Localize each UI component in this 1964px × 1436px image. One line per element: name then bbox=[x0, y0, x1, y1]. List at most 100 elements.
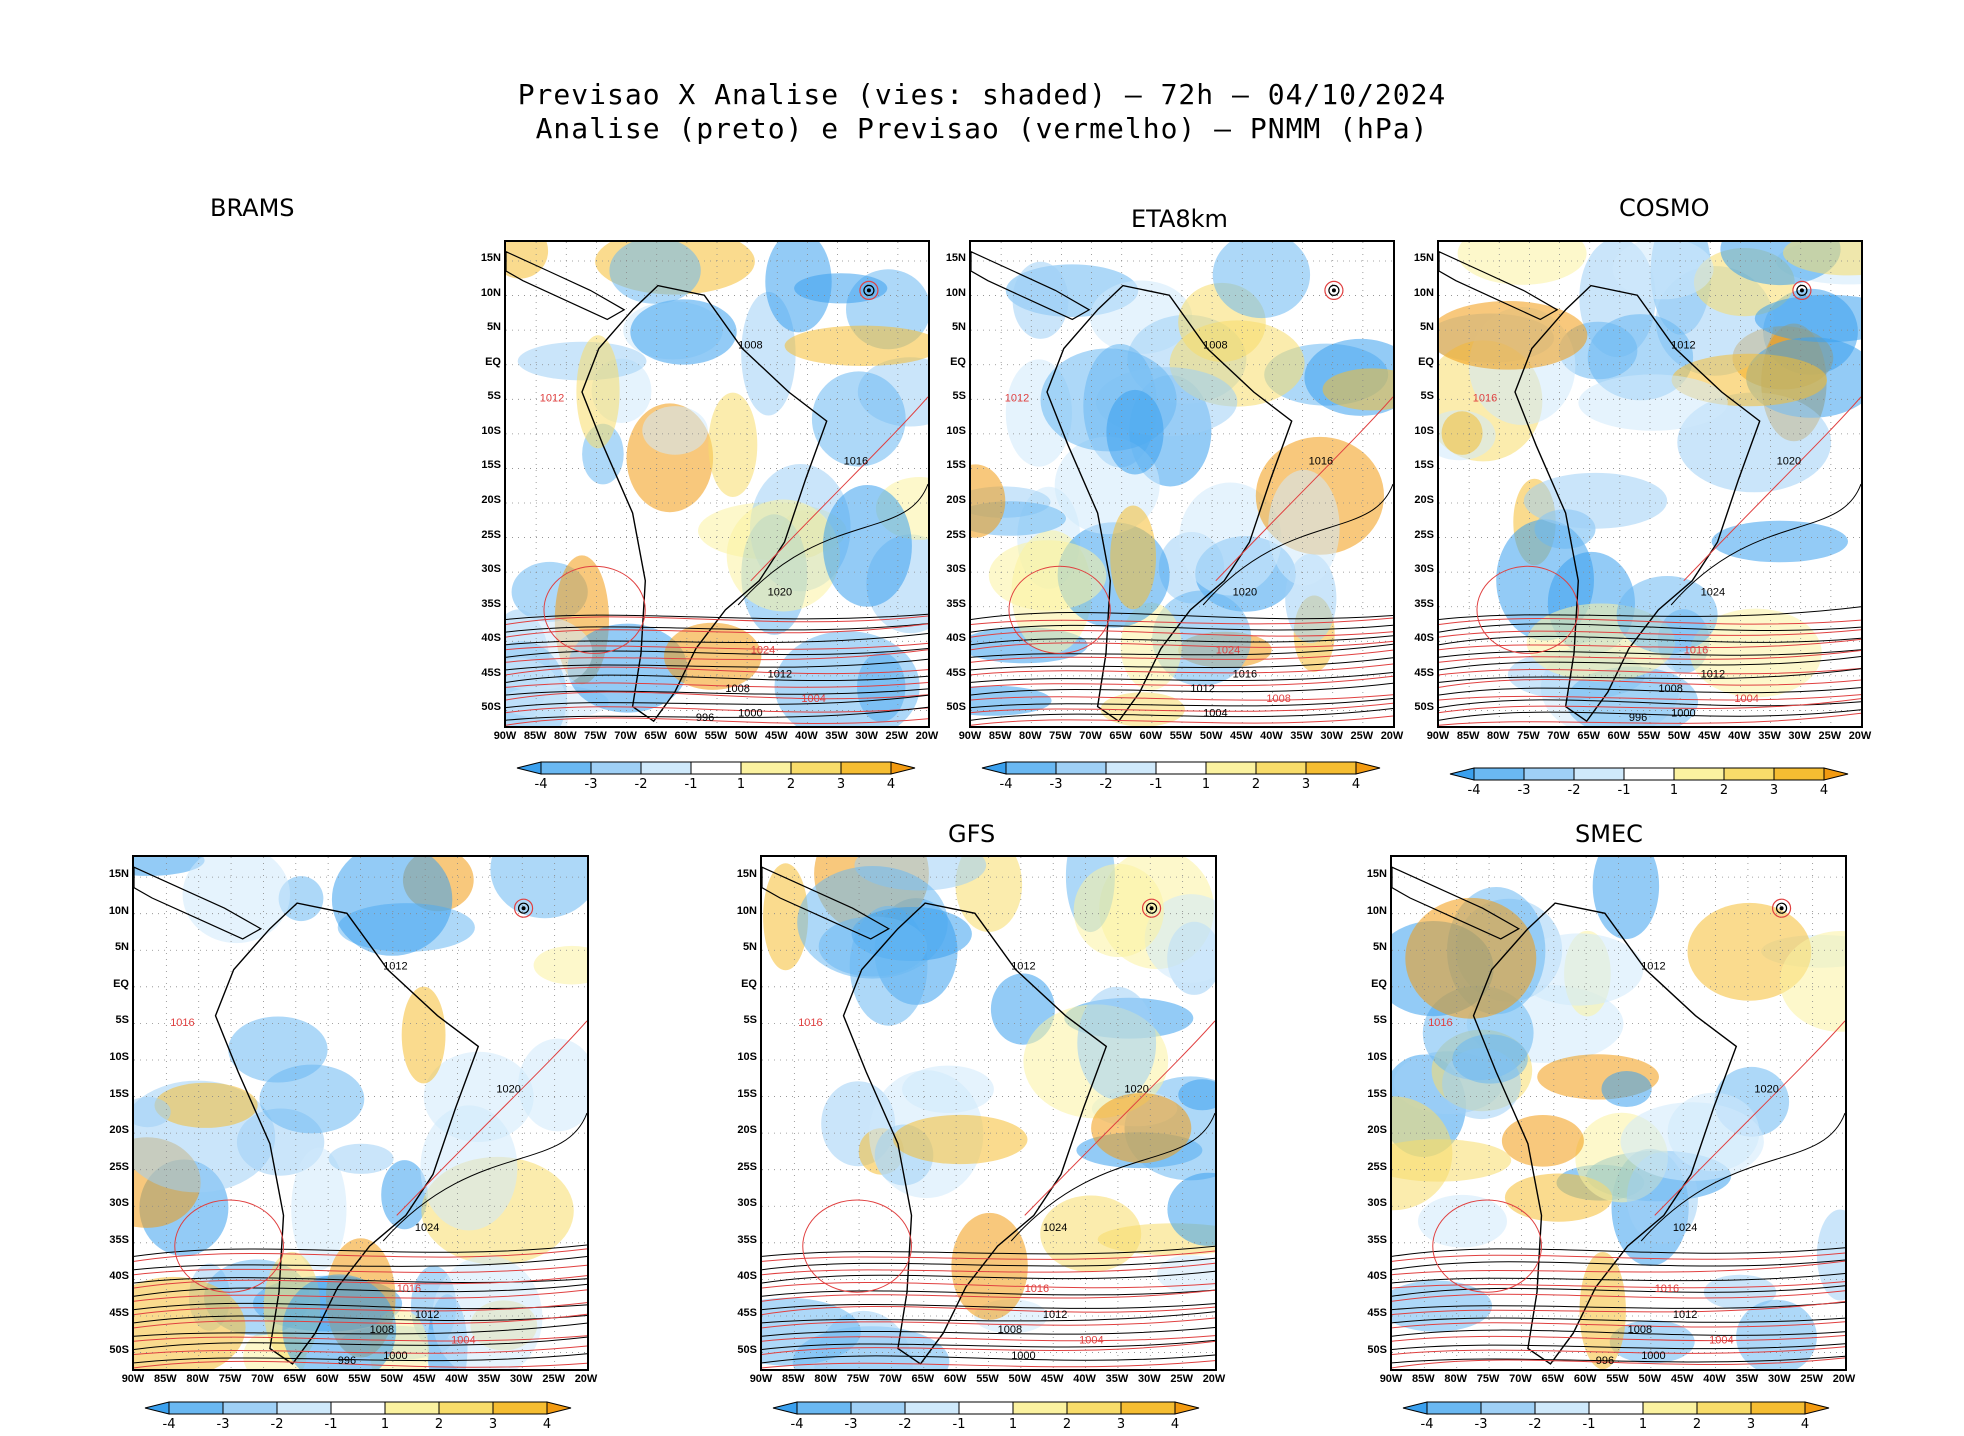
analysis-isobar bbox=[1392, 1259, 1845, 1271]
lon-tick-label: 55W bbox=[1606, 1373, 1629, 1385]
central-america-outline bbox=[971, 251, 1091, 321]
lat-tick-label: 35S bbox=[109, 1233, 129, 1246]
lat-tick-label: 10N bbox=[736, 904, 757, 917]
isobar-label: 1012 bbox=[1043, 1309, 1067, 1321]
forecast-isobar bbox=[1392, 1321, 1845, 1329]
isobar-label: 1012 bbox=[415, 1309, 439, 1321]
colorbar-segment bbox=[1623, 767, 1675, 781]
lat-tick-label: 5N bbox=[486, 321, 501, 334]
lon-tick-label: 35W bbox=[825, 730, 848, 742]
bias-shading bbox=[328, 1143, 394, 1174]
forecast-isobar bbox=[762, 1317, 1215, 1329]
lon-tick-label: 55W bbox=[704, 730, 728, 742]
bias-shading bbox=[811, 371, 906, 467]
lon-tick-label: 85W bbox=[782, 1373, 805, 1385]
forecast-isobar bbox=[971, 715, 1393, 726]
forecast-isobar bbox=[134, 1335, 587, 1342]
colorbar-tick-label: -3 bbox=[1050, 777, 1063, 792]
colorbar-segment bbox=[1174, 1401, 1200, 1415]
forecast-isobar bbox=[762, 1360, 1215, 1369]
bias-shading bbox=[1578, 374, 1728, 431]
lat-tick-label: 10N bbox=[108, 904, 129, 917]
isobar-label: 1016 bbox=[1428, 1017, 1452, 1029]
analysis-isobar bbox=[762, 1289, 1215, 1297]
lon-tick-label: 75W bbox=[1049, 730, 1072, 742]
lon-tick-label: 25W bbox=[885, 730, 909, 742]
isobar-label: 1024 bbox=[1216, 644, 1240, 656]
lon-tick-label: 65W bbox=[283, 1373, 307, 1385]
lat-tick-label: 10S bbox=[1367, 1050, 1387, 1063]
colorbar-tick-label: 4 bbox=[1352, 777, 1360, 792]
lon-tick-label: 35W bbox=[1735, 1373, 1759, 1385]
forecast-isobar bbox=[762, 1289, 1215, 1302]
lon-tick-label: 90W bbox=[1379, 1373, 1403, 1385]
bias-shading bbox=[1322, 368, 1393, 411]
bias-shading bbox=[794, 273, 888, 304]
forecast-isobar bbox=[506, 649, 928, 663]
bias-shading bbox=[518, 1038, 587, 1132]
colorbar-tick-label: -4 bbox=[535, 777, 548, 792]
bias-shading bbox=[1783, 242, 1861, 276]
lat-tick-label: 10S bbox=[481, 424, 501, 437]
lon-tick-label: 40W bbox=[1703, 1373, 1726, 1385]
lon-tick-label: 20W bbox=[1202, 1373, 1226, 1385]
bias-map: 1012 1016 1020 1024 1016 1012 1008 1004 1000 996 bbox=[1392, 857, 1845, 1369]
bias-shading bbox=[642, 406, 708, 455]
lon-tick-label: 20W bbox=[574, 1373, 598, 1385]
lon-tick-label: 80W bbox=[553, 730, 577, 742]
isobar-label: 1008 bbox=[1203, 340, 1227, 352]
analysis-isobar bbox=[971, 611, 1393, 620]
lon-tick-label: 35W bbox=[477, 1373, 501, 1385]
lat-tick-label: 30S bbox=[109, 1197, 129, 1210]
central-america-outline bbox=[134, 866, 263, 940]
cyclone-center bbox=[866, 288, 871, 293]
forecast-isobar bbox=[1392, 1281, 1845, 1289]
lat-tick-label: 25S bbox=[737, 1160, 757, 1173]
lon-tick-label: 70W bbox=[614, 730, 637, 742]
colorbar-tick-label: -2 bbox=[635, 777, 648, 792]
forecast-isobar bbox=[1392, 1252, 1845, 1262]
south-america-outline bbox=[1514, 284, 1761, 723]
cyclone-contour bbox=[1145, 902, 1158, 914]
colorbar-segment bbox=[540, 761, 592, 775]
lat-tick-label: 40S bbox=[481, 632, 501, 645]
isobar-label: 1016 bbox=[397, 1283, 421, 1295]
map-panel: 1012 1016 1020 1024 1016 1012 1008 1004 1000 996 bbox=[1437, 240, 1863, 728]
colorbar: -4 -3 -2 -1 1 2 3 4 bbox=[144, 1401, 572, 1436]
lat-tick-label: 10S bbox=[109, 1050, 129, 1063]
colorbar-tick-label: -1 bbox=[1618, 783, 1631, 798]
cyclone-contour bbox=[1141, 898, 1162, 918]
lat-tick-label: 5N bbox=[1372, 941, 1387, 954]
forecast-isobar bbox=[1439, 629, 1861, 638]
lat-tick-label: EQ bbox=[950, 355, 966, 368]
isobar-label: 1016 bbox=[798, 1017, 822, 1029]
colorbar-tick-label: 4 bbox=[887, 777, 895, 792]
lat-tick-label: 30S bbox=[737, 1197, 757, 1210]
colorbar-segment bbox=[740, 761, 792, 775]
bias-shading bbox=[1167, 1172, 1215, 1246]
lat-tick-label: 20S bbox=[946, 494, 966, 506]
bias-map: 1012 1016 1020 1024 1016 1012 1008 1004 1000 996 bbox=[1439, 242, 1861, 726]
lon-tick-label: 85W bbox=[154, 1373, 177, 1385]
isobar-label: 1012 bbox=[1011, 961, 1035, 973]
cyclone-contour bbox=[1328, 284, 1340, 297]
lon-tick-label: 40W bbox=[445, 1373, 468, 1385]
lat-tick-label: 35S bbox=[946, 597, 966, 610]
lon-tick-label: 50W bbox=[380, 1373, 404, 1385]
colorbar-tick-label: -1 bbox=[1583, 1417, 1596, 1432]
lon-tick-label: 45W bbox=[412, 1373, 436, 1385]
lat-tick-label: 15N bbox=[945, 252, 966, 264]
isobar-label: 1004 bbox=[1734, 693, 1758, 705]
colorbar-tick-label: 4 bbox=[1171, 1417, 1179, 1432]
forecast-isobar bbox=[1439, 679, 1861, 688]
lon-tick-label: 55W bbox=[1637, 730, 1661, 742]
isobar-label: 1020 bbox=[1233, 586, 1257, 598]
isobar-label: 1008 bbox=[1658, 683, 1682, 695]
colorbar-segment bbox=[1005, 761, 1057, 775]
bias-map: 1012 1016 1020 1024 1016 1012 1008 1004 1000 996 bbox=[134, 857, 587, 1369]
lat-tick-label: 45S bbox=[1367, 1306, 1387, 1319]
bias-shading bbox=[609, 242, 701, 304]
figure-subtitle: Analise (preto) e Previsao (vermelho) – … bbox=[535, 112, 1429, 145]
analysis-isobar bbox=[737, 483, 928, 606]
isobar-label: 1008 bbox=[1628, 1324, 1652, 1336]
